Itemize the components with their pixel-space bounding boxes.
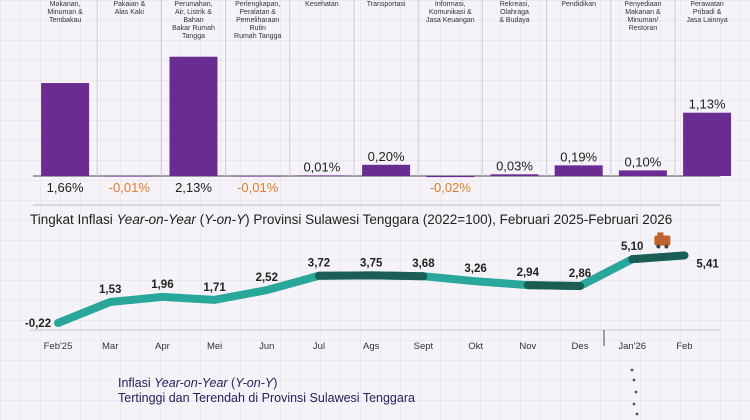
bar-category-label: Penyediaan [624,1,661,8]
bar-value-label: 0,10% [624,154,661,169]
line-x-tick-label: Jul [313,341,325,352]
line-value-label: -0,22 [25,318,51,330]
bar-category-label: Jasa Keuangan [426,17,475,24]
line-value-label: 3,72 [308,258,330,270]
bar-value-label: -0,01% [109,180,151,195]
bar-value-label: 1,66% [47,180,84,195]
bar-mark [297,175,346,176]
bar-category-label: Transportasi [367,1,406,8]
line-x-tick-label: Des [572,341,589,352]
bar-category-label: Makanan & [625,9,661,16]
bar-category-label: & Budaya [499,17,529,24]
line-highlight-segment [315,271,428,281]
bar-category-label: Makanan, [50,1,81,8]
bar-category-label: Alas Kaki [115,9,145,16]
line-value-label: 5,10 [621,241,643,253]
line-x-tick-label: Jun [259,341,274,352]
bar-category-label: Perawatan [690,1,724,8]
bar-category-label: Pendidikan [561,1,596,8]
bar-category-label: Air, Listrik & [175,9,212,16]
line-highlight-segment [628,251,689,264]
line-value-label: 1,53 [99,284,121,296]
bar-mark [490,174,539,176]
bar-category-label: Rumah Tangga [234,33,281,40]
line-chart: -0,22 Feb'25 1,53 Mar 1,96 Apr 1,71 Mei 2,52 Jun 3… [25,232,720,416]
bar-category-label: Pemeliharaan [236,17,279,24]
line-highlight-segment [523,281,584,291]
bar-category-label: Bahan [183,17,203,24]
bar-value-label: 0,03% [496,158,533,173]
bar-mark [362,164,411,176]
line-value-label: 3,75 [360,257,383,269]
line-value-label: 2,86 [569,268,591,280]
bar-category-label: Pakaian & [113,1,145,8]
line-x-tick-label: Jan'26 [618,341,646,352]
line-value-label: 1,96 [151,279,173,291]
bar-mark [683,112,732,176]
bar-mark [105,176,154,177]
line-x-tick-label: Feb [676,341,692,352]
line-x-tick-label: Feb'25 [44,341,73,352]
decorative-dot [635,412,639,416]
line-value-label: 3,26 [464,263,486,275]
line-x-tick-label: Apr [155,341,170,352]
line-x-tick-label: Okt [468,341,483,352]
decorative-dot [632,378,636,382]
bar-value-label: 1,13% [689,97,726,112]
bar-category-label: Tembakau [49,17,81,24]
decorative-dot [634,390,638,394]
line-value-label: 5,41 [696,258,719,270]
line-value-label: 2,52 [256,272,278,284]
bar-mark [554,165,603,176]
line-value-label: 3,68 [412,258,435,270]
bar-category-label: Minuman/ [628,17,659,24]
bar-category-label: Minuman & [47,9,83,16]
lower-section-subtitle: Tertinggi dan Terendah di Provinsi Sulaw… [118,391,415,405]
latest-marker-icon [654,232,671,249]
decorative-dot [630,368,634,372]
bar-category-label: Tangga [182,33,205,40]
bar-category-label: Kesehatan [305,1,339,8]
bar-value-label: 0,20% [368,149,405,164]
bar-value-label: 0,01% [303,159,340,174]
latest-marker-icon-wheel [656,244,661,249]
bar-category-label: Restoran [629,25,658,32]
bar-category-label: Peralatan & [239,9,276,16]
bar-mark [169,56,218,176]
latest-marker-icon-body [654,235,671,246]
bar-category-label: Komunikasi & [429,9,472,16]
decorative-dots [630,368,639,416]
bar-mark [426,176,475,178]
line-value-label: 1,71 [203,282,226,294]
bar-mark [41,83,90,176]
bar-value-label: -0,01% [237,180,279,195]
latest-marker-icon-wheel [664,244,669,249]
line-value-label: 2,94 [517,267,540,279]
bar-category-label: Perlengkapan, [235,1,280,8]
bar-category-label: Informasi, [435,1,466,8]
bar-category-label: Perumahan, [174,1,212,8]
latest-marker-icon-top [657,232,664,237]
decorative-dot [632,402,636,406]
line-x-tick-label: Mei [207,341,222,352]
bar-category-label: Rutin [250,25,266,32]
bar-value-label: 2,13% [175,180,212,195]
bar-category-label: Pribadi & [693,9,722,16]
line-x-tick-label: Ags [363,341,380,352]
bar-mark [233,176,282,177]
bar-category-label: Jasa Lainnya [686,17,727,24]
bar-value-label: 0,19% [560,149,597,164]
bar-value-label: -0,02% [430,180,472,195]
lower-section-title: Inflasi Year-on-Year (Y-on-Y) [118,376,278,390]
bar-category-label: Rekreasi, [500,1,530,8]
bar-category-label: Bakar Rumah [172,25,215,32]
bar-category-label: Olahraga [500,9,529,16]
line-x-tick-label: Sept [414,341,434,352]
line-x-tick-label: Mar [102,341,118,352]
bar-mark [618,170,667,176]
line-x-tick-label: Nov [519,341,536,352]
line-chart-title: Tingkat Inflasi Year-on-Year (Y-on-Y) Pr… [30,212,673,227]
